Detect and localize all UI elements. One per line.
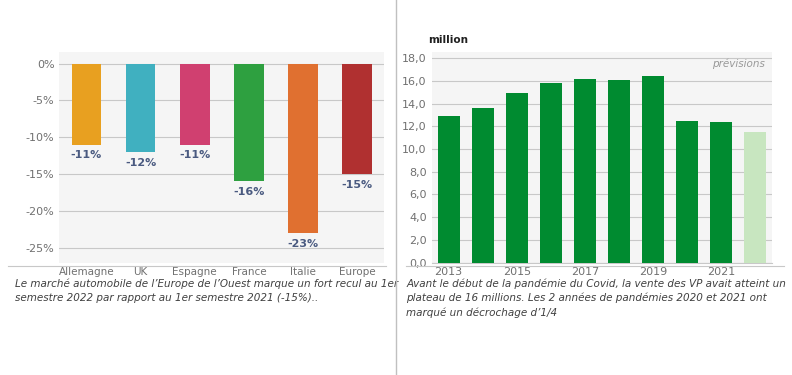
Text: -11%: -11% [70,150,102,160]
Text: -12%: -12% [125,158,156,168]
Bar [642,76,664,262]
Bar [342,63,372,174]
Bar [506,93,527,262]
Bar [71,63,101,145]
Bar [126,63,155,152]
Bar [472,108,493,262]
Text: million: million [428,35,468,45]
Bar [608,80,630,262]
Text: Le marché automobile de l’Europe de l’Ouest marque un fort recul au 1er
semestre: Le marché automobile de l’Europe de l’Ou… [16,278,398,303]
Bar [540,83,562,262]
Text: prévisions: prévisions [713,59,765,69]
Bar [574,79,596,262]
Text: -11%: -11% [179,150,211,160]
Bar [744,132,766,262]
Bar [180,63,210,145]
Bar [710,122,732,262]
Text: Ventes VP Europe (2022 S1 vs 2021 S1): Ventes VP Europe (2022 S1 vs 2021 S1) [12,17,322,31]
Bar [676,121,698,262]
Bar [234,63,264,182]
Bar [438,116,459,262]
Text: Ventes VP Europe: Ventes VP Europe [410,17,549,31]
Bar [288,63,318,233]
Text: Avant le début de la pandémie du Covid, la vente des VP avait atteint un
plateau: Avant le début de la pandémie du Covid, … [406,278,786,318]
Text: -23%: -23% [287,239,318,249]
Text: -16%: -16% [233,188,265,197]
Text: -15%: -15% [341,180,372,190]
